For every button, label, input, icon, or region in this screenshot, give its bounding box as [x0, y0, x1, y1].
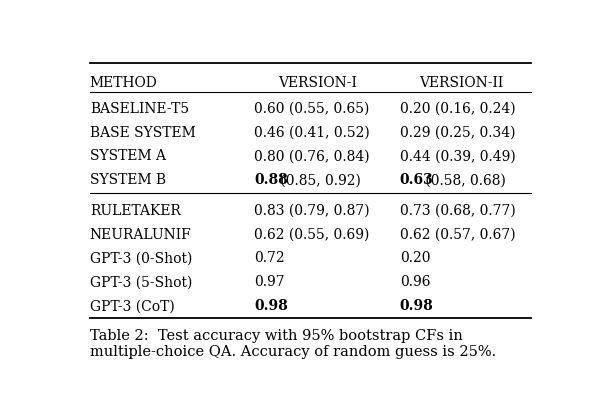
- Text: 0.44 (0.39, 0.49): 0.44 (0.39, 0.49): [400, 149, 516, 163]
- Text: 0.62 (0.57, 0.67): 0.62 (0.57, 0.67): [400, 227, 516, 241]
- Text: (0.85, 0.92): (0.85, 0.92): [276, 173, 361, 187]
- Text: 0.88: 0.88: [255, 173, 288, 187]
- Text: SYSTEM B: SYSTEM B: [90, 173, 166, 187]
- Text: GPT-3 (0-Shot): GPT-3 (0-Shot): [90, 251, 192, 265]
- Text: 0.72: 0.72: [255, 251, 285, 265]
- Text: VERSION-II: VERSION-II: [419, 76, 503, 90]
- Text: 0.80 (0.76, 0.84): 0.80 (0.76, 0.84): [255, 149, 370, 163]
- Text: 0.60 (0.55, 0.65): 0.60 (0.55, 0.65): [255, 102, 370, 115]
- Text: 0.20: 0.20: [400, 251, 430, 265]
- Text: 0.97: 0.97: [255, 275, 285, 289]
- Text: METHOD: METHOD: [90, 76, 158, 90]
- Text: 0.20 (0.16, 0.24): 0.20 (0.16, 0.24): [400, 102, 516, 115]
- Text: GPT-3 (5-Shot): GPT-3 (5-Shot): [90, 275, 192, 289]
- Text: 0.96: 0.96: [400, 275, 430, 289]
- Text: GPT-3 (CoT): GPT-3 (CoT): [90, 299, 175, 313]
- Text: 0.73 (0.68, 0.77): 0.73 (0.68, 0.77): [400, 203, 516, 217]
- Text: BASE SYSTEM: BASE SYSTEM: [90, 125, 196, 139]
- Text: 0.98: 0.98: [400, 299, 433, 313]
- Text: 0.62 (0.55, 0.69): 0.62 (0.55, 0.69): [255, 227, 370, 241]
- Text: Table 2:  Test accuracy with 95% bootstrap CFs in
multiple-choice QA. Accuracy o: Table 2: Test accuracy with 95% bootstra…: [90, 328, 496, 358]
- Text: BASELINE-T5: BASELINE-T5: [90, 102, 189, 115]
- Text: SYSTEM A: SYSTEM A: [90, 149, 166, 163]
- Text: 0.46 (0.41, 0.52): 0.46 (0.41, 0.52): [255, 125, 370, 139]
- Text: (0.58, 0.68): (0.58, 0.68): [421, 173, 506, 187]
- Text: VERSION-I: VERSION-I: [278, 76, 357, 90]
- Text: 0.29 (0.25, 0.34): 0.29 (0.25, 0.34): [400, 125, 515, 139]
- Text: 0.63: 0.63: [400, 173, 433, 187]
- Text: 0.98: 0.98: [255, 299, 288, 313]
- Text: NEURALUNIF: NEURALUNIF: [90, 227, 191, 241]
- Text: RULETAKER: RULETAKER: [90, 203, 181, 217]
- Text: 0.83 (0.79, 0.87): 0.83 (0.79, 0.87): [255, 203, 370, 217]
